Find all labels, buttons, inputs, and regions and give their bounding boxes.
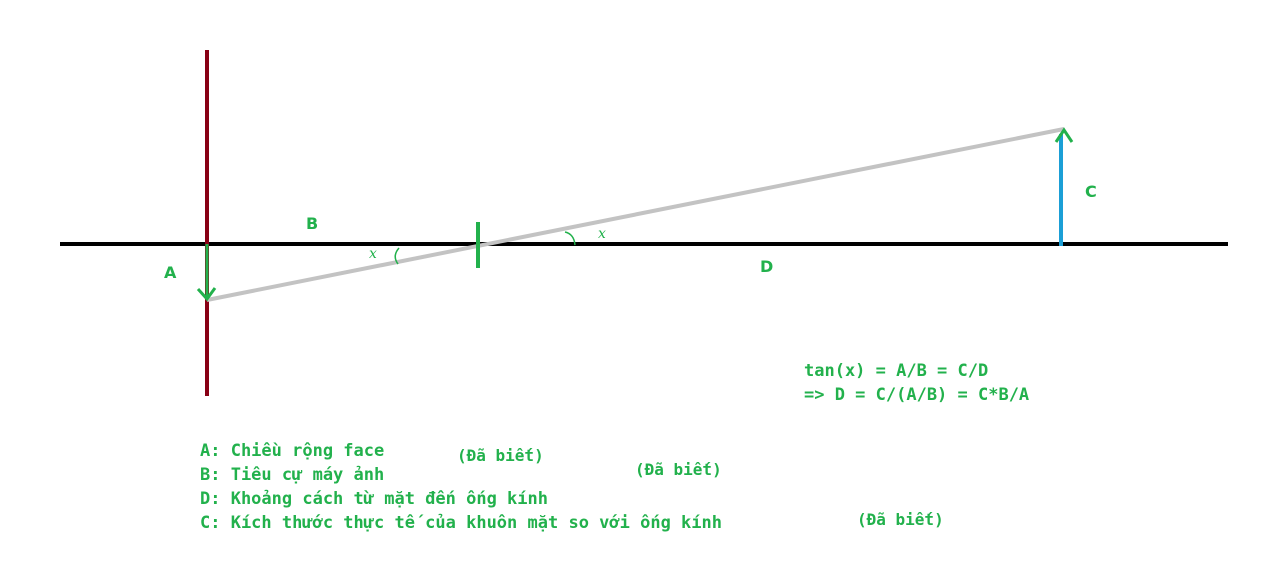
- label-b: B: [306, 214, 319, 233]
- light-ray: [206, 127, 1065, 302]
- legend-item-c: C: Kích thước thực tế của khuôn mặt so v…: [200, 513, 722, 533]
- angle-label-right: x: [598, 226, 606, 242]
- label-c: C: [1085, 182, 1097, 201]
- legend-item-a: A: Chiều rộng face: [200, 441, 385, 461]
- image-arrowhead: [196, 287, 217, 302]
- angle-arc-right: [564, 231, 576, 246]
- known-note-a: (Đã biết): [457, 446, 544, 465]
- object-arrowhead: [1054, 127, 1074, 143]
- label-d: D: [760, 257, 774, 276]
- known-note-b: (Đã biết): [635, 460, 722, 479]
- formula-line-2: => D = C/(A/B) = C*B/A: [804, 385, 1030, 405]
- legend-item-d: D: Khoảng cách từ mặt đến ống kính: [200, 489, 548, 509]
- label-a: A: [164, 263, 177, 282]
- legend-item-b: B: Tiêu cự máy ảnh: [200, 465, 385, 485]
- formula-line-1: tan(x) = A/B = C/D: [804, 361, 989, 381]
- angle-arc-left: [394, 247, 400, 265]
- angle-label-left: x: [369, 246, 377, 262]
- known-note-c: (Đã biết): [857, 510, 944, 529]
